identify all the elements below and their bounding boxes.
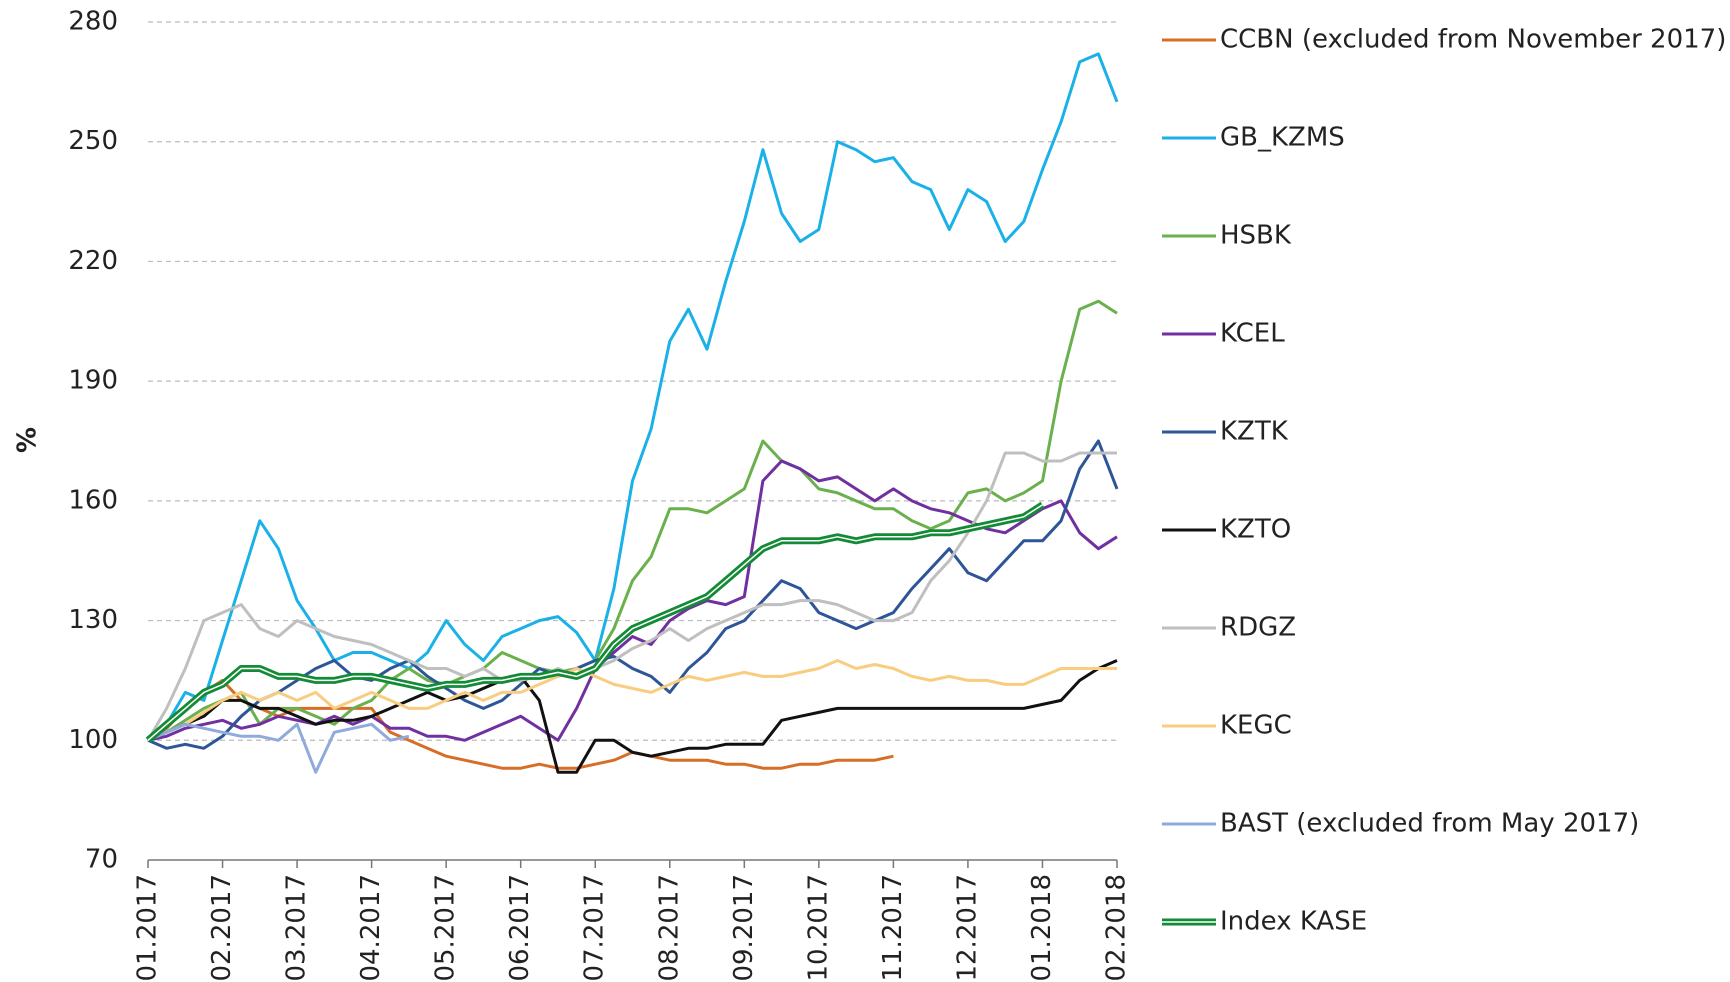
- x-tick-label: 09.2017: [729, 874, 759, 982]
- legend-label: KZTK: [1220, 417, 1289, 447]
- y-tick-label: 70: [85, 845, 118, 875]
- legend-label: RDGZ: [1220, 613, 1296, 643]
- legend-label: Index KASE: [1220, 907, 1367, 937]
- series-line: [147, 52, 1119, 742]
- y-tick-label: 100: [68, 725, 118, 755]
- series-line: [147, 659, 1117, 742]
- y-tick-label: 160: [68, 485, 118, 515]
- x-tick-label: 07.2017: [580, 874, 610, 982]
- series-line: [145, 501, 1045, 743]
- x-tick-label: 01.2017: [133, 874, 163, 982]
- series-line: [147, 299, 1118, 742]
- y-tick-label: 190: [68, 366, 118, 396]
- y-axis-label: %: [13, 427, 43, 453]
- series-line: [147, 439, 1119, 750]
- legend-label: KZTO: [1220, 515, 1291, 545]
- series-line-inner: [147, 504, 1043, 741]
- x-tick-label: 08.2017: [654, 874, 684, 982]
- x-tick-label: 02.2017: [207, 874, 237, 982]
- legend-label: KEGC: [1220, 711, 1292, 741]
- x-tick-label: 10.2017: [803, 874, 833, 982]
- y-tick-label: 220: [68, 246, 118, 276]
- x-tick-label: 02.2018: [1102, 874, 1132, 982]
- y-tick-label: 250: [68, 126, 118, 156]
- x-tick-label: 04.2017: [356, 874, 386, 982]
- x-tick-label: 05.2017: [431, 874, 461, 982]
- y-tick-label: 130: [68, 605, 118, 635]
- series-line: [147, 722, 410, 774]
- x-tick-label: 11.2017: [878, 874, 908, 982]
- series-line: [146, 451, 1117, 742]
- x-tick-label: 12.2017: [952, 874, 982, 982]
- x-tick-label: 03.2017: [282, 874, 312, 982]
- legend-label: HSBK: [1220, 221, 1292, 251]
- legend-label: CCBN (excluded from November 2017): [1220, 25, 1726, 55]
- y-tick-label: 280: [68, 7, 118, 37]
- legend-label: BAST (excluded from May 2017): [1220, 809, 1639, 839]
- legend-label: KCEL: [1220, 319, 1285, 349]
- x-tick-label: 06.2017: [505, 874, 535, 982]
- legend-label: GB_KZMS: [1220, 123, 1345, 153]
- x-tick-label: 01.2018: [1027, 874, 1057, 982]
- series-line: [147, 659, 1118, 774]
